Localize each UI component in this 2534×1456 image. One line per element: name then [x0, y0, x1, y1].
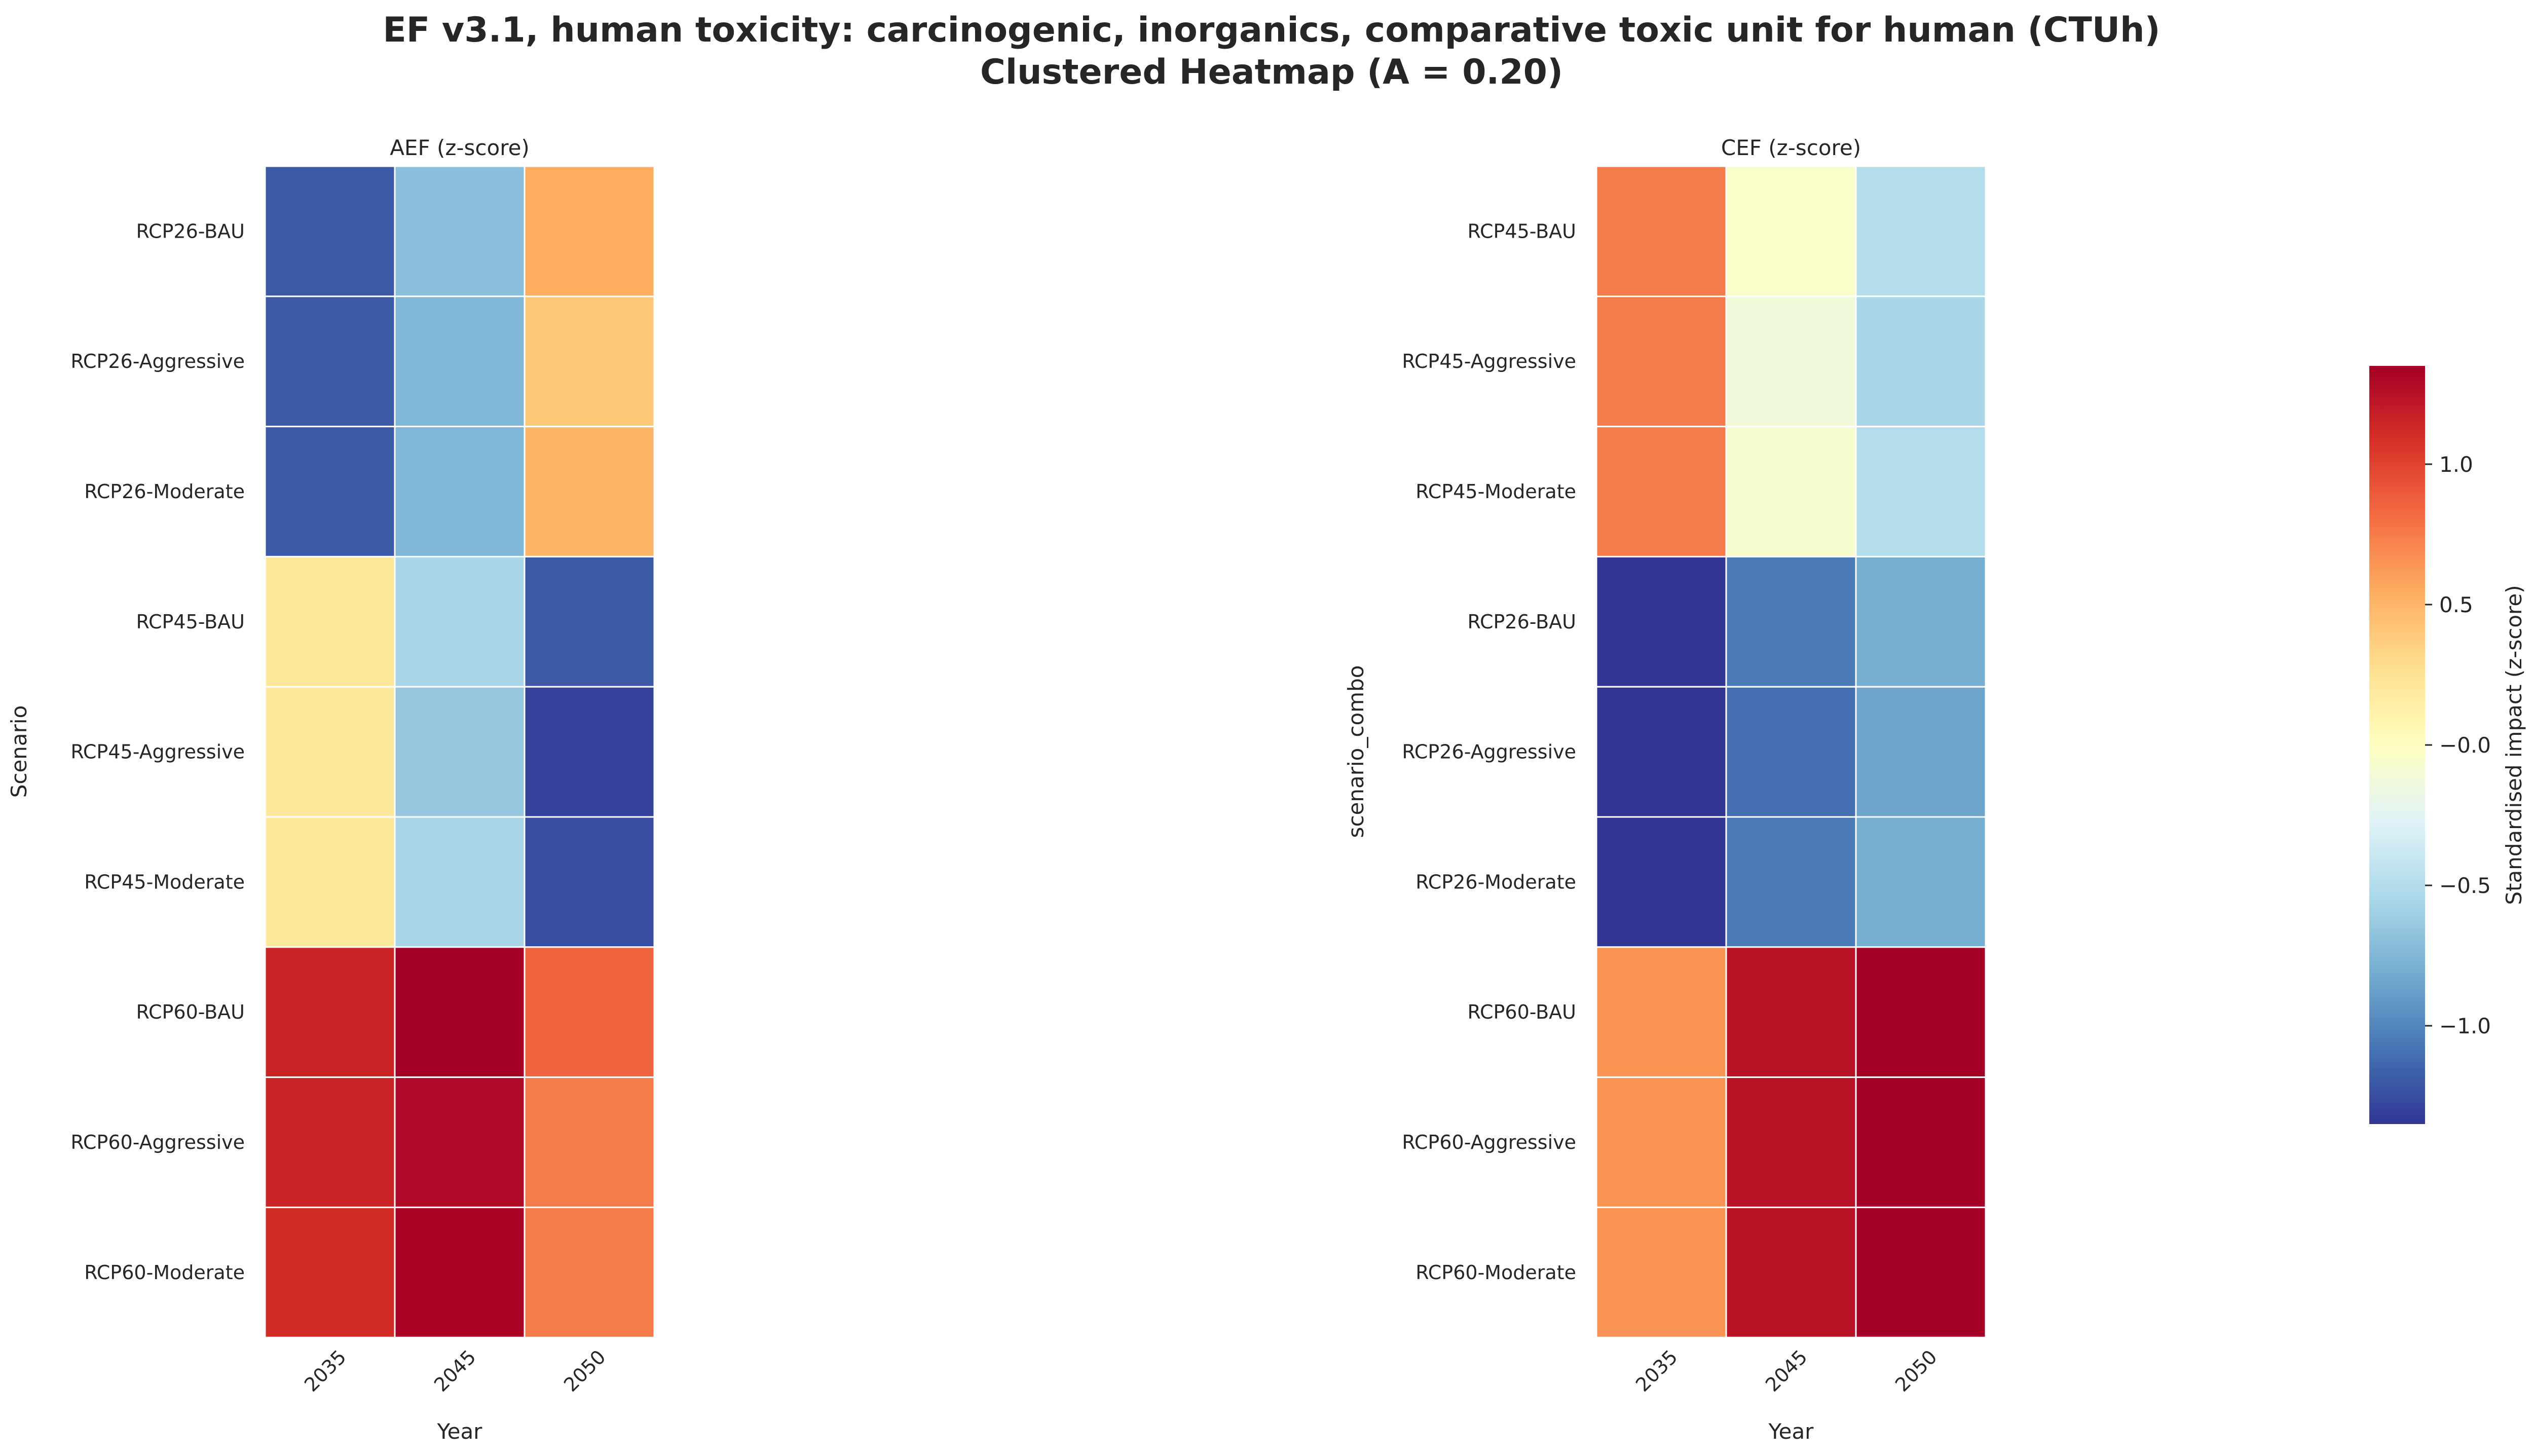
heatmap-cell — [524, 946, 655, 1078]
y-tick-label: RCP45-Moderate — [84, 871, 245, 893]
heatmap-cell — [524, 426, 655, 557]
heatmap-cell — [1595, 946, 1727, 1078]
heatmap-cell — [1725, 1206, 1857, 1338]
heatmap-cell — [1855, 1206, 1987, 1338]
colorbar-gradient — [2369, 366, 2425, 1124]
heatmap-cell — [1595, 426, 1727, 557]
x-axis-label: Year — [1768, 1419, 1814, 1444]
y-axis-label: Scenario — [7, 705, 31, 798]
heatmap-cell — [394, 1076, 526, 1208]
heatmap-cell — [1855, 686, 1987, 818]
heatmap-cell — [524, 686, 655, 818]
aef-heatmap-panel: AEF (z-score) RCP26-BAU RCP26-Aggressive RC… — [7, 135, 655, 1444]
heatmap-cell — [264, 426, 396, 557]
heatmap-cell — [394, 816, 526, 948]
y-tick-label: RCP26-Aggressive — [70, 350, 245, 372]
x-tick-label: 2050 — [560, 1346, 610, 1396]
heatmap-cell — [264, 555, 396, 688]
cef-heatmap-panel: CEF (z-score) RCP45-BAU RCP45-Aggressive RC… — [1344, 135, 1987, 1444]
x-tick-label: 2045 — [1761, 1346, 1812, 1396]
colorbar: 1.0 0.5 −0.0 −0.5 −1.0 Standardised impact (z… — [2369, 366, 2526, 1124]
heatmap-cell — [264, 946, 396, 1078]
heatmap-cell — [1725, 426, 1857, 557]
heatmap-cell — [1725, 165, 1857, 297]
heatmap-cell — [1855, 1076, 1987, 1208]
heatmap-cell — [1855, 555, 1987, 688]
heatmap-cell — [1855, 946, 1987, 1078]
y-tick-label: RCP60-Aggressive — [1402, 1131, 1576, 1153]
x-tick-label: 2050 — [1891, 1346, 1942, 1396]
heatmap-cell — [1855, 165, 1987, 297]
heatmap-cell — [1725, 686, 1857, 818]
y-tick-label: RCP26-Moderate — [84, 480, 245, 503]
heatmap-cell — [1725, 555, 1857, 688]
y-tick-label: RCP45-Moderate — [1415, 480, 1576, 503]
heatmap-cell — [1725, 295, 1857, 428]
heatmap-cell — [1595, 816, 1727, 948]
panel-title: CEF (z-score) — [1721, 135, 1861, 160]
colorbar-tick-label: −1.0 — [2439, 1014, 2491, 1038]
heatmap-cell — [394, 686, 526, 818]
heatmap-cell — [264, 295, 396, 428]
y-tick-label: RCP26-Moderate — [1415, 871, 1576, 893]
figure-title-line1: EF v3.1, human toxicity: carcinogenic, i… — [383, 10, 2160, 50]
panel-title: AEF (z-score) — [390, 135, 530, 160]
colorbar-label: Standardised impact (z-score) — [2502, 585, 2526, 905]
colorbar-tick-label: 1.0 — [2439, 452, 2473, 477]
heatmap-cell — [264, 165, 396, 297]
heatmap-cell — [524, 1076, 655, 1208]
heatmap-cell — [394, 165, 526, 297]
heatmap-cell — [1595, 165, 1727, 297]
x-tick-label: 2035 — [1631, 1346, 1682, 1396]
heatmap-cell — [1855, 426, 1987, 557]
heatmap-cell — [394, 555, 526, 688]
heatmap-cell — [394, 1206, 526, 1338]
heatmap-cell — [524, 165, 655, 297]
y-tick-label: RCP45-Aggressive — [70, 741, 245, 763]
y-tick-label: RCP26-BAU — [1467, 611, 1576, 633]
y-tick-label: RCP60-Aggressive — [70, 1131, 245, 1153]
x-tick-label: 2035 — [300, 1346, 351, 1396]
heatmap-cell — [264, 1206, 396, 1338]
heatmap-cell — [394, 426, 526, 557]
heatmap-cell — [1725, 946, 1857, 1078]
y-tick-label: RCP45-BAU — [1467, 220, 1576, 242]
y-tick-label: RCP45-BAU — [136, 611, 245, 633]
colorbar-tick-label: −0.0 — [2439, 733, 2491, 758]
heatmap-cell — [1595, 1076, 1727, 1208]
y-tick-label: RCP45-Aggressive — [1402, 350, 1576, 372]
heatmap-cell — [264, 1076, 396, 1208]
heatmap-cell — [1725, 1076, 1857, 1208]
heatmap-cell — [1595, 295, 1727, 428]
heatmap-cell — [1595, 686, 1727, 818]
heatmap-cell — [524, 1206, 655, 1338]
heatmap-cell — [394, 946, 526, 1078]
heatmap-cell — [264, 816, 396, 948]
y-axis-label: scenario_combo — [1344, 665, 1368, 838]
heatmap-cell — [1595, 555, 1727, 688]
x-axis-label: Year — [437, 1419, 483, 1444]
y-tick-label: RCP26-BAU — [136, 220, 245, 242]
y-tick-label: RCP60-BAU — [136, 1001, 245, 1023]
heatmap-cell — [1595, 1206, 1727, 1338]
heatmap-cell — [524, 816, 655, 948]
heatmap-cell — [524, 555, 655, 688]
figure-title-line2: Clustered Heatmap (A = 0.20) — [980, 52, 1563, 92]
y-tick-label: RCP60-Moderate — [84, 1261, 245, 1284]
colorbar-tick-label: −0.5 — [2439, 873, 2491, 898]
heatmap-cell — [394, 295, 526, 428]
colorbar-tick-label: 0.5 — [2439, 592, 2473, 617]
y-tick-label: RCP60-Moderate — [1415, 1261, 1576, 1284]
x-tick-label: 2045 — [430, 1346, 480, 1396]
heatmap-cell — [1725, 816, 1857, 948]
heatmap-cell — [264, 686, 396, 818]
heatmap-cell — [1855, 816, 1987, 948]
y-tick-label: RCP60-BAU — [1467, 1001, 1576, 1023]
heatmap-cell — [1855, 295, 1987, 428]
y-tick-label: RCP26-Aggressive — [1402, 741, 1576, 763]
heatmap-cell — [524, 295, 655, 428]
